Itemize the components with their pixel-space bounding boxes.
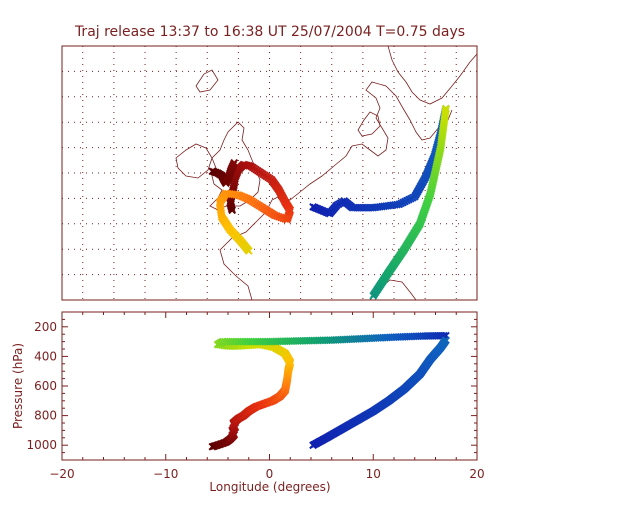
- map-point-stroke-b: [441, 106, 450, 115]
- map-trajectory-west2: [208, 158, 239, 188]
- map-panel: [61, 45, 478, 301]
- y-tick-label: 200: [34, 320, 57, 334]
- pressure-point: [439, 331, 448, 340]
- y-tick-label: 800: [34, 409, 57, 423]
- map-point: [441, 106, 450, 115]
- coast-scandinavia: [387, 45, 478, 105]
- pressure-panel: −20 −10 0 10 20 200 400 600 800 1000 Longitude (d…: [11, 311, 485, 494]
- x-tick-label: −20: [49, 467, 74, 481]
- x-tick-label: 20: [469, 467, 484, 481]
- map-point-stroke-b: [230, 158, 239, 167]
- map-grid: [62, 46, 477, 300]
- chart-title: Traj release 13:37 to 16:38 UT 25/07/200…: [74, 24, 465, 40]
- map-point-stroke-b: [441, 104, 450, 113]
- map-point: [244, 246, 253, 255]
- pressure-point-stroke-b: [441, 336, 450, 345]
- coastlines: [175, 45, 478, 301]
- y-tick-label: 400: [34, 349, 57, 363]
- map-point-stroke-b: [217, 211, 226, 220]
- x-tick-label: 10: [366, 467, 381, 481]
- y-tick-label: 1000: [26, 438, 57, 452]
- y-tick-label: 600: [34, 379, 57, 393]
- pressure-point: [441, 336, 450, 345]
- pressure-axes-ticks: −20 −10 0 10 20 200 400 600 800 1000: [26, 311, 485, 481]
- map-point: [230, 158, 239, 167]
- x-tick-label: 0: [266, 467, 274, 481]
- coast-iceland-edge: [195, 69, 219, 93]
- map-frame: [61, 45, 478, 301]
- coast-ireland: [175, 143, 213, 179]
- pressure-trajectories: [208, 331, 450, 451]
- pressure-trajectory-east: [309, 336, 450, 450]
- coast-europe: [219, 81, 453, 301]
- coast-denmark: [357, 111, 381, 137]
- x-tick-label: −10: [153, 467, 178, 481]
- map-trajectory-east2: [369, 104, 450, 300]
- map-point-stroke-b: [244, 246, 253, 255]
- pressure-trajectory-west: [208, 331, 450, 451]
- map-point: [441, 104, 450, 113]
- map-trajectories: [208, 104, 450, 300]
- x-axis-label: Longitude (degrees): [209, 480, 330, 494]
- y-axis-label: Pressure (hPa): [11, 343, 25, 429]
- map-trajectory-west: [215, 160, 295, 255]
- pressure-point-stroke-b: [439, 331, 448, 340]
